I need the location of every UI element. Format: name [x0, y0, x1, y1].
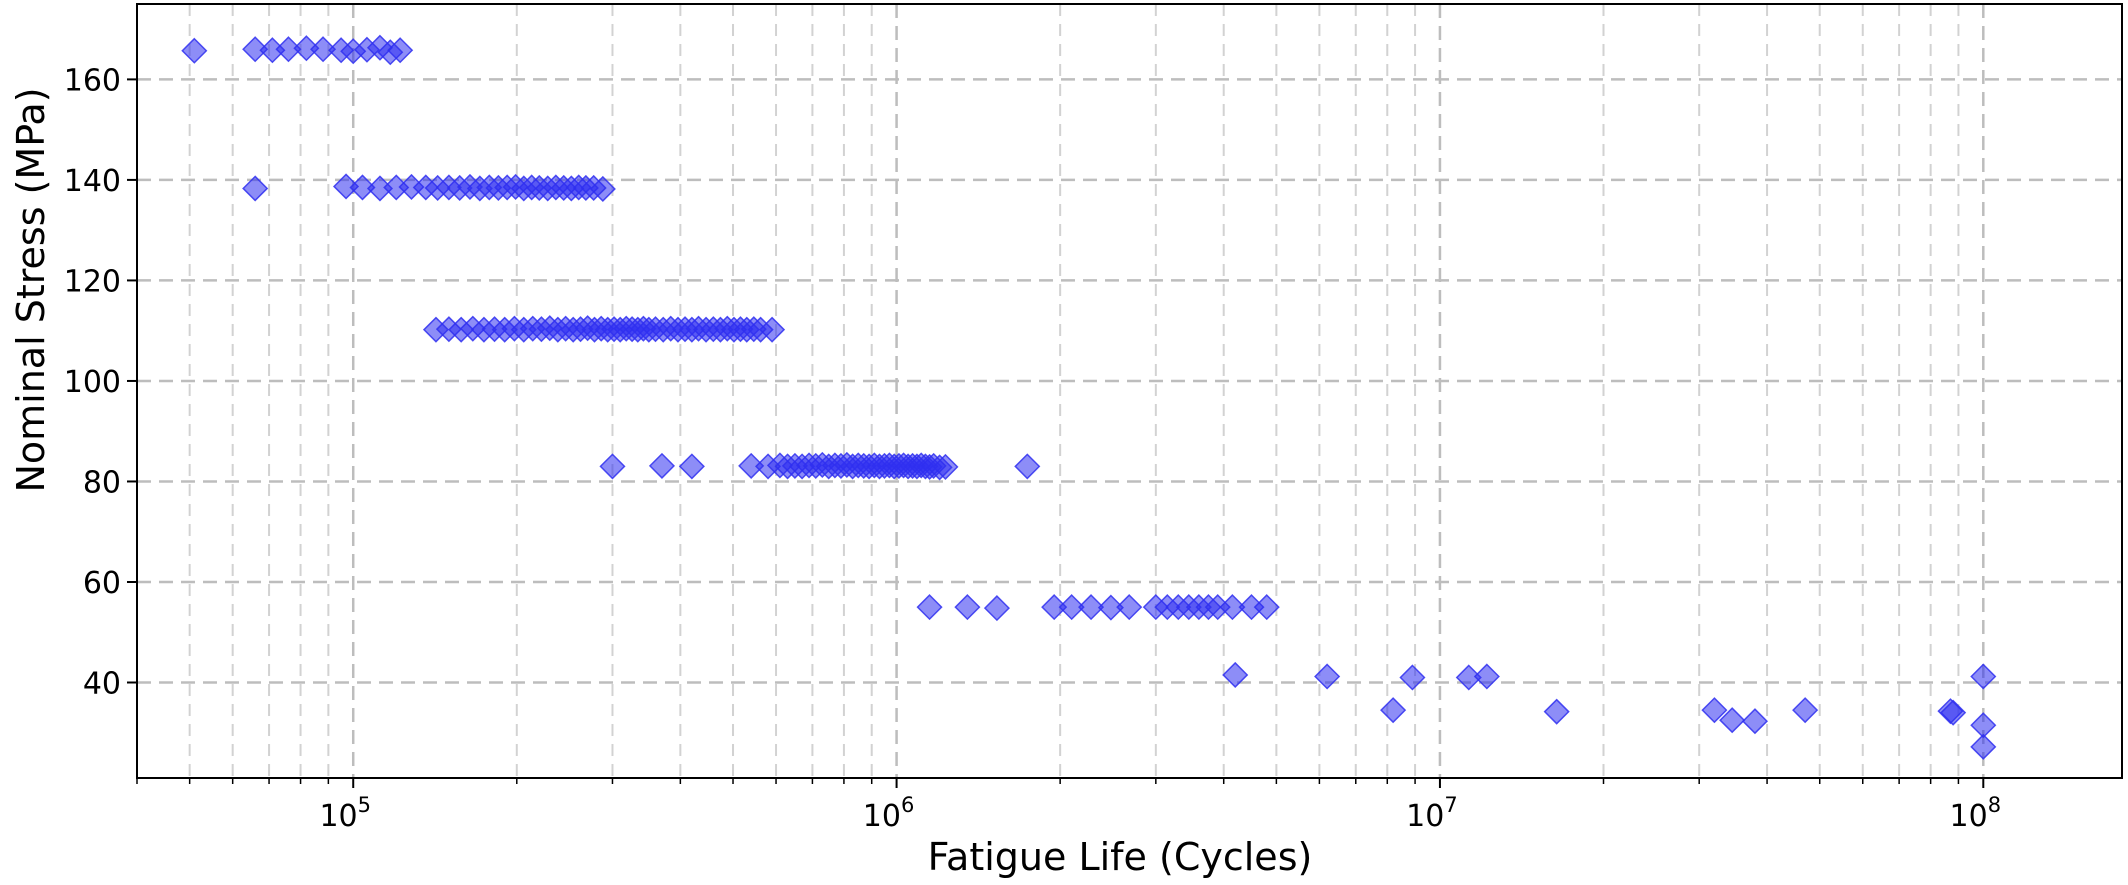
data-point	[1041, 594, 1068, 621]
y-axis-title: Nominal Stress (MPa)	[9, 87, 53, 492]
y-axis: 40 60 80 100 120 140 160	[64, 63, 137, 702]
data-point	[759, 316, 786, 343]
data-point	[1097, 594, 1124, 621]
data-point	[1219, 594, 1246, 621]
data-point	[1543, 698, 1570, 725]
data-point	[332, 173, 360, 200]
y-tick-label: 140	[64, 164, 121, 199]
data-point	[648, 452, 676, 479]
data-point	[932, 453, 959, 480]
y-tick-label: 160	[64, 63, 121, 98]
data-point	[1014, 453, 1041, 480]
data-point	[1940, 699, 1967, 726]
data-point	[1078, 594, 1105, 621]
data-point	[181, 37, 208, 64]
data-point	[1314, 663, 1341, 690]
x-tick-label: 106	[863, 793, 915, 834]
data-point	[1701, 697, 1728, 724]
data-point	[242, 175, 269, 202]
data-point	[1455, 664, 1482, 691]
x-axis-title: Fatigue Life (Cycles)	[928, 835, 1313, 879]
data-point	[349, 174, 376, 201]
data-point	[1719, 707, 1746, 734]
data-point	[1399, 664, 1426, 691]
data-point	[1970, 712, 1997, 739]
data-point	[1741, 708, 1769, 735]
data-point	[1970, 733, 1997, 760]
data-point	[387, 37, 414, 64]
data-point	[1970, 663, 1997, 690]
y-tick-label: 60	[83, 566, 121, 601]
data-point	[293, 35, 320, 62]
y-tick-label: 120	[64, 264, 121, 299]
data-point	[1380, 697, 1407, 724]
data-point	[983, 595, 1010, 622]
data-point	[738, 452, 765, 479]
data-point	[1792, 697, 1819, 724]
data-point	[599, 453, 626, 480]
data-point	[589, 175, 616, 203]
data-point	[309, 36, 337, 63]
x-tick-label: 108	[1950, 793, 2002, 834]
x-tick-label: 105	[319, 793, 371, 834]
data-point	[954, 594, 981, 621]
data-point	[1473, 663, 1500, 690]
data-point	[1222, 661, 1249, 689]
y-tick-label: 80	[83, 465, 121, 500]
points-layer	[181, 34, 1997, 760]
data-point	[1253, 594, 1280, 621]
data-point	[916, 594, 943, 621]
data-point	[1058, 594, 1085, 621]
data-point	[678, 453, 705, 480]
plot-frame	[136, 3, 2123, 779]
data-point	[242, 36, 269, 63]
x-axis: 105 106 107 108	[136, 778, 2002, 834]
grid-layer	[136, 4, 2122, 778]
x-tick-label: 107	[1406, 793, 1458, 834]
data-point	[1116, 594, 1143, 621]
y-tick-label: 40	[83, 667, 121, 702]
y-tick-label: 100	[64, 365, 121, 400]
